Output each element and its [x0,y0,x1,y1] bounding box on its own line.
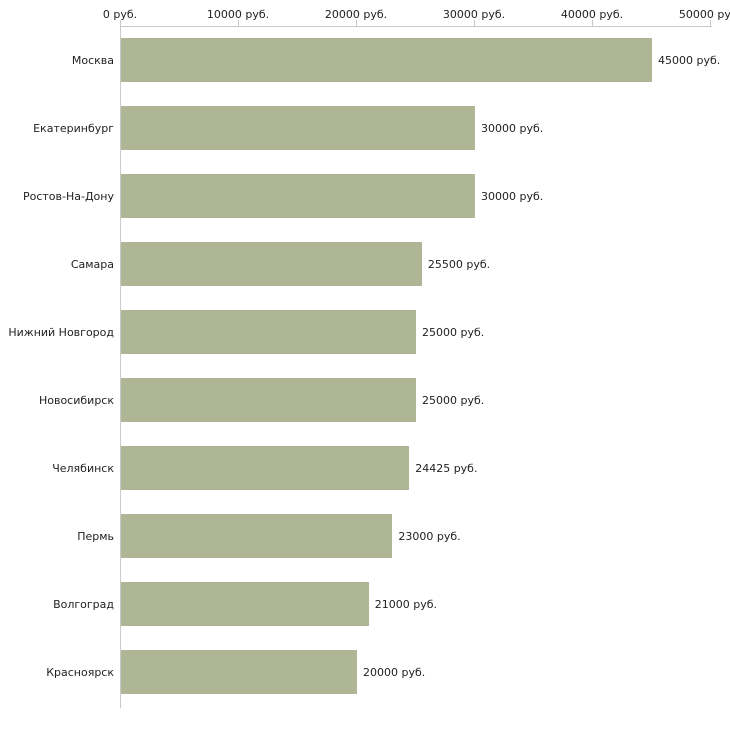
x-tick-mark [120,20,121,27]
category-label: Волгоград [53,597,114,611]
x-tick-mark [238,20,239,27]
category-label: Ростов-На-Дону [22,189,114,203]
x-tick-label: 50000 руб. [678,8,730,21]
value-label: 23000 руб. [398,529,461,543]
bars-area: Москва 45000 руб. Екатеринбург 30000 руб. Ро… [0,26,730,708]
x-tick-mark [592,20,593,27]
bar [121,446,410,490]
value-label: 20000 руб. [363,665,426,679]
value-label: 45000 руб. [658,53,721,67]
x-tick-mark [356,20,357,27]
bar [121,242,422,286]
bar-row: Самара 25500 руб. [0,230,730,298]
bar [121,38,652,82]
bar [121,514,393,558]
value-label: 30000 руб. [481,121,544,135]
bar-row: Нижний Новгород 25000 руб. [0,298,730,366]
bar-row: Челябинск 24425 руб. [0,434,730,502]
value-label: 24425 руб. [415,461,478,475]
x-tick-label: 0 руб. [102,8,138,21]
bar [121,106,475,150]
bar-row: Ростов-На-Дону 30000 руб. [0,162,730,230]
bar-row: Волгоград 21000 руб. [0,570,730,638]
category-label: Новосибирск [38,393,114,407]
value-label: 30000 руб. [481,189,544,203]
x-tick-label: 10000 руб. [206,8,270,21]
bar [121,310,416,354]
value-label: 25000 руб. [422,393,485,407]
value-label: 21000 руб. [374,597,438,611]
bar-row: Москва 45000 руб. [0,26,730,94]
x-axis-line [120,26,712,27]
category-label: Москва [71,53,114,67]
bar-row: Пермь 23000 руб. [0,502,730,570]
bar [121,650,357,694]
bar-row: Новосибирск 25000 руб. [0,366,730,434]
bar [121,174,475,218]
bar-row: Красноярск 20000 руб. [0,638,730,706]
y-axis-line [120,26,121,708]
category-label: Челябинск [52,461,114,475]
bar-row: Екатеринбург 30000 руб. [0,94,730,162]
value-label: 25500 руб. [427,257,491,271]
category-label: Екатеринбург [33,121,114,135]
category-label: Нижний Новгород [8,325,114,339]
value-label: 25000 руб. [422,325,485,339]
category-label: Пермь [77,529,114,543]
x-tick-mark [710,20,711,27]
category-label: Красноярск [46,665,114,679]
x-tick-mark [474,20,475,27]
x-tick-label: 40000 руб. [560,8,624,21]
bar [121,582,369,626]
x-tick-label: 30000 руб. [442,8,506,21]
bar [121,378,416,422]
category-label: Самара [70,257,114,271]
x-tick-label: 20000 руб. [324,8,388,21]
